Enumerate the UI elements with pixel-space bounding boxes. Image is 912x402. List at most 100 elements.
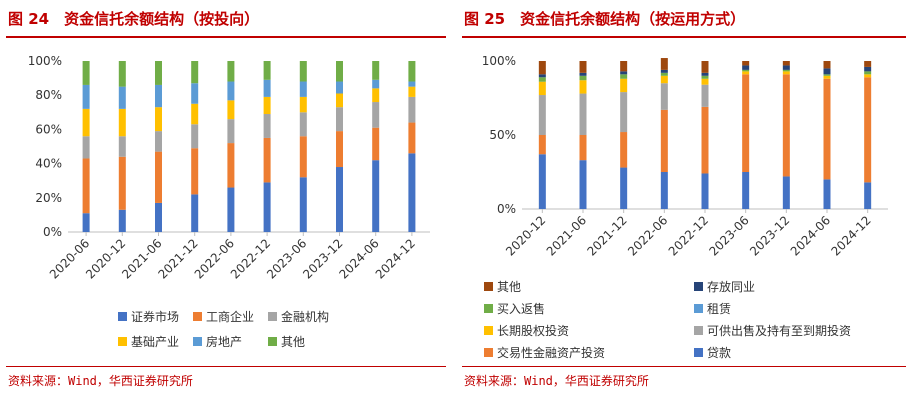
bar-segment (701, 75, 709, 79)
legend-label: 证券市场 (131, 309, 179, 324)
bar-segment (660, 69, 668, 73)
bar-segment (191, 83, 199, 104)
y-tick-label: 50% (489, 128, 516, 142)
legend-label: 金融机构 (281, 309, 329, 324)
bar-segment (227, 100, 235, 120)
bar-segment (408, 122, 416, 154)
bar-segment (538, 61, 546, 75)
bar-segment (538, 77, 546, 82)
bar-segment (372, 79, 380, 89)
bar-segment (299, 61, 307, 82)
bar-segment (263, 114, 271, 138)
bar-segment (579, 72, 587, 76)
x-tick-label: 2021-06 (544, 213, 589, 258)
bar-segment (227, 187, 235, 232)
figure-title: 图 25 资金信托余额结构（按运用方式） (464, 10, 746, 28)
x-tick-label: 2022-06 (625, 213, 670, 258)
bar-segment (701, 61, 709, 73)
bar-segment (701, 106, 709, 174)
bar-segment (155, 151, 162, 203)
bar-segment (579, 75, 587, 81)
y-tick-label: 20% (35, 191, 62, 205)
legend-label: 工商企业 (206, 309, 254, 324)
source-rule (6, 366, 446, 367)
source-rule (462, 366, 906, 367)
title-rule (462, 36, 906, 38)
bar-segment (227, 119, 235, 144)
bar-segment (660, 109, 668, 172)
legend-label: 存放同业 (707, 279, 755, 294)
x-tick-label: 2023-12 (747, 213, 792, 258)
bar-segment (660, 75, 668, 84)
bar-segment (620, 74, 628, 79)
bar-segment (823, 78, 831, 180)
bar-segment (299, 96, 307, 113)
bar-segment (782, 65, 790, 70)
bar-segment (408, 96, 416, 123)
legend-swatch (694, 282, 703, 291)
bar-segment (155, 84, 162, 108)
y-tick-label: 100% (28, 54, 62, 68)
x-tick-label: 2022-12 (666, 213, 711, 258)
bar-segment (742, 61, 750, 66)
bar-segment (191, 103, 199, 125)
bar-segment (191, 194, 199, 232)
bar-segment (118, 61, 126, 87)
bar-segment (864, 77, 872, 183)
bar-segment (823, 68, 831, 75)
y-tick-label: 80% (35, 88, 62, 102)
bar-segment (336, 107, 343, 132)
y-tick-label: 0% (497, 202, 516, 216)
right-panel: 图 25 资金信托余额结构（按运用方式） 0% 50% 100% 2020-12 202… (456, 0, 912, 402)
x-tick-label: 2020-12 (503, 213, 548, 258)
bar-segment (538, 81, 546, 96)
bar-segment (408, 86, 416, 97)
bar-segment (823, 179, 831, 209)
bar-segment (299, 112, 307, 137)
bar-segment (82, 108, 90, 137)
bar-segment (620, 71, 628, 75)
bar-segment (660, 72, 668, 76)
legend-label: 租赁 (707, 302, 731, 316)
bar-segment (620, 78, 628, 93)
legend-swatch (484, 326, 493, 335)
bar-segment (336, 131, 343, 168)
bar-segment (701, 78, 709, 85)
bar-segment (118, 108, 126, 137)
bar-segment (742, 65, 750, 70)
bar-segment (620, 132, 628, 168)
bar-segment (864, 182, 872, 209)
bar-segment (538, 95, 546, 135)
bar-segment (336, 167, 343, 232)
bar-segment (579, 80, 587, 94)
source-note: 资料来源：Wind，华西证券研究所 (8, 374, 193, 388)
bar-segment (408, 61, 416, 82)
bar-segment (155, 61, 162, 85)
bar-segment (742, 74, 750, 172)
bar-segment (864, 74, 872, 78)
legend-label: 其他 (497, 280, 521, 294)
legend-swatch (118, 312, 127, 321)
bar-segment (227, 81, 235, 101)
legend-swatch (268, 312, 277, 321)
bar-segment (263, 182, 271, 232)
bar-segment (538, 154, 546, 209)
bar-segment (538, 74, 546, 78)
bar-segment (299, 81, 307, 97)
bar-segment (660, 58, 668, 70)
bar-segment (408, 81, 416, 87)
x-tick-label: 2024-06 (788, 213, 833, 258)
y-tick-label: 60% (35, 122, 62, 136)
legend-label: 贷款 (707, 346, 731, 360)
bar-segment (82, 136, 90, 159)
bar-segment (263, 61, 271, 80)
bar-segment (372, 88, 380, 103)
bar-segment (660, 83, 668, 110)
bar-segment (782, 69, 790, 72)
y-tick-label: 0% (43, 225, 62, 239)
legend-label: 可供出售及持有至到期投资 (707, 323, 851, 338)
bar-segment (263, 96, 271, 115)
bar-segment (864, 66, 872, 72)
bar-segment (782, 61, 790, 66)
legend-label: 房地产 (206, 334, 242, 349)
